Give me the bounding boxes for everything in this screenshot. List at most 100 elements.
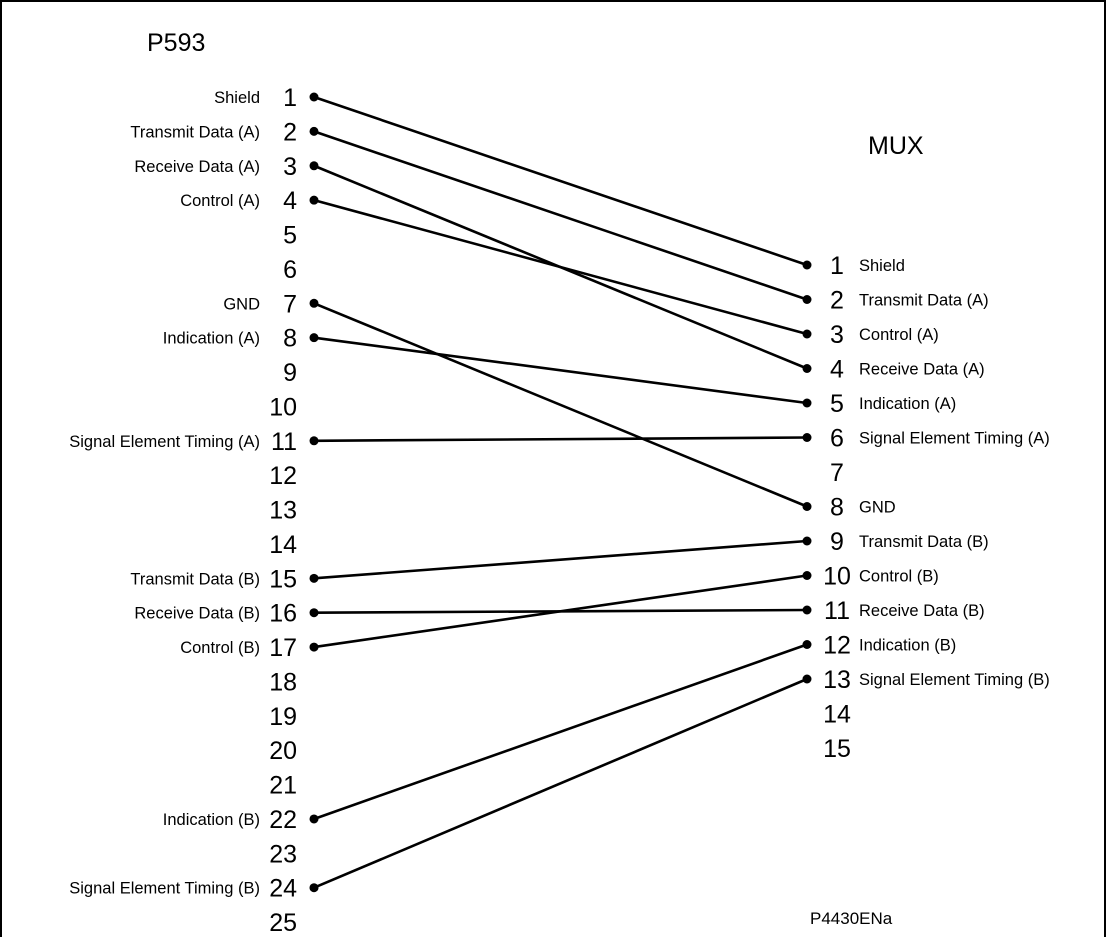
p593-terminal-dot-8 xyxy=(309,333,319,343)
p593-pin-number-5: 5 xyxy=(283,222,297,250)
wire-8-to-5 xyxy=(313,336,808,405)
p593-pin-number-13: 13 xyxy=(269,497,297,525)
p593-terminal-dot-22 xyxy=(309,814,319,824)
p593-pin-number-24: 24 xyxy=(269,875,297,903)
mux-pin-label-13: Signal Element Timing (B) xyxy=(859,671,1050,689)
mux-pin-number-12: 12 xyxy=(823,632,851,660)
p593-pin-number-12: 12 xyxy=(269,462,297,490)
p593-pin-label-8: Indication (A) xyxy=(163,330,260,348)
wire-24-to-13 xyxy=(313,677,808,889)
mux-pin-label-8: GND xyxy=(859,499,896,517)
mux-pin-number-2: 2 xyxy=(830,287,844,315)
mux-pin-label-4: Receive Data (A) xyxy=(859,361,985,379)
p593-pin-number-16: 16 xyxy=(269,600,297,628)
p593-terminal-dot-24 xyxy=(309,883,319,893)
p593-terminal-dot-2 xyxy=(309,126,319,136)
p593-pin-label-11: Signal Element Timing (A) xyxy=(69,433,260,451)
mux-pin-label-11: Receive Data (B) xyxy=(859,602,985,620)
p593-pin-number-20: 20 xyxy=(269,737,297,765)
p593-title: P593 xyxy=(147,29,205,57)
p593-pin-number-3: 3 xyxy=(283,153,297,181)
p593-pin-number-11: 11 xyxy=(271,428,297,456)
p593-pin-label-16: Receive Data (B) xyxy=(134,605,260,623)
mux-title: MUX xyxy=(868,132,924,160)
p593-terminal-dot-11 xyxy=(309,436,319,446)
mux-pin-number-14: 14 xyxy=(823,701,851,729)
mux-pin-label-6: Signal Element Timing (A) xyxy=(859,430,1050,448)
mux-pin-number-10: 10 xyxy=(823,563,851,591)
wire-15-to-9 xyxy=(313,539,808,580)
figure-reference: P4430ENa xyxy=(810,909,893,928)
mux-terminal-dot-9 xyxy=(802,536,812,546)
p593-pin-number-18: 18 xyxy=(269,668,297,696)
p593-pin-number-23: 23 xyxy=(269,840,297,868)
mux-terminal-dot-10 xyxy=(802,571,812,580)
mux-pin-label-1: Shield xyxy=(859,257,905,275)
p593-pin-label-7: GND xyxy=(223,295,260,313)
p593-pin-label-4: Control (A) xyxy=(180,192,260,210)
wire-22-to-12 xyxy=(313,643,808,821)
mux-pin-number-13: 13 xyxy=(823,666,851,694)
mux-pin-label-9: Transmit Data (B) xyxy=(859,533,989,551)
p593-pin-number-7: 7 xyxy=(283,290,297,318)
mux-terminal-dot-4 xyxy=(802,364,812,373)
mux-terminal-dot-1 xyxy=(802,260,812,270)
mux-terminal-dot-11 xyxy=(802,605,812,615)
p593-pin-number-6: 6 xyxy=(283,256,297,284)
p593-pin-number-19: 19 xyxy=(269,703,297,731)
mux-pin-number-11: 11 xyxy=(824,597,850,625)
mux-terminal-dot-2 xyxy=(802,295,812,304)
p593-pin-label-15: Transmit Data (B) xyxy=(130,570,260,588)
mux-terminal-dot-3 xyxy=(802,329,812,339)
p593-pin-number-15: 15 xyxy=(269,565,297,593)
wire-17-to-10 xyxy=(313,574,808,649)
mux-pins: 1 Shield 2 Transmit Data (A) 3 Control (A) 4 Re… xyxy=(823,252,1050,763)
mux-terminal-dot-8 xyxy=(802,502,812,511)
mux-pin-number-8: 8 xyxy=(830,494,844,522)
mux-pin-number-5: 5 xyxy=(830,390,844,418)
p593-terminal-dot-16 xyxy=(309,608,319,618)
p593-pin-label-22: Indication (B) xyxy=(163,811,260,829)
p593-pin-number-2: 2 xyxy=(283,118,297,146)
p593-terminal-dot-4 xyxy=(309,195,319,205)
p593-pin-number-4: 4 xyxy=(283,187,297,215)
mux-terminal-dot-12 xyxy=(802,640,812,649)
mux-terminal-dot-6 xyxy=(802,433,812,442)
p593-pin-label-24: Signal Element Timing (B) xyxy=(69,880,260,898)
mux-terminal-dot-13 xyxy=(802,674,812,684)
mux-pin-label-3: Control (A) xyxy=(859,326,939,344)
p593-pin-number-1: 1 xyxy=(283,84,297,112)
wire-1-to-1 xyxy=(313,95,808,267)
mux-pin-number-7: 7 xyxy=(830,459,844,487)
p593-pin-label-17: Control (B) xyxy=(180,639,260,657)
p593-terminal-dot-7 xyxy=(309,298,319,308)
wires xyxy=(309,92,812,893)
p593-pin-number-25: 25 xyxy=(269,909,297,937)
mux-pin-label-5: Indication (A) xyxy=(859,395,956,413)
p593-pin-number-8: 8 xyxy=(283,325,297,353)
mux-pin-number-4: 4 xyxy=(830,356,844,384)
p593-pin-label-1: Shield xyxy=(214,89,260,107)
p593-pins: 1 Shield 2 Transmit Data (A) 3 Receive Data (… xyxy=(69,84,297,937)
mux-terminal-dot-5 xyxy=(802,398,812,408)
p593-pin-number-17: 17 xyxy=(269,634,297,662)
p593-pin-number-14: 14 xyxy=(269,531,297,559)
mux-pin-label-10: Control (B) xyxy=(859,568,939,586)
p593-terminal-dot-15 xyxy=(309,573,319,583)
mux-pin-label-2: Transmit Data (A) xyxy=(859,292,989,310)
wire-4-to-3 xyxy=(313,198,808,336)
mux-pin-number-6: 6 xyxy=(830,425,844,453)
p593-pin-number-22: 22 xyxy=(269,806,297,834)
p593-pin-number-21: 21 xyxy=(269,772,297,800)
mux-pin-number-9: 9 xyxy=(830,528,844,556)
p593-pin-label-2: Transmit Data (A) xyxy=(130,123,260,141)
p593-terminal-dot-1 xyxy=(309,92,319,102)
wire-11-to-6 xyxy=(313,436,808,443)
p593-terminal-dot-17 xyxy=(309,642,319,652)
p593-pin-number-10: 10 xyxy=(269,393,297,421)
mux-pin-number-1: 1 xyxy=(830,252,844,280)
mux-pin-number-15: 15 xyxy=(823,735,851,763)
